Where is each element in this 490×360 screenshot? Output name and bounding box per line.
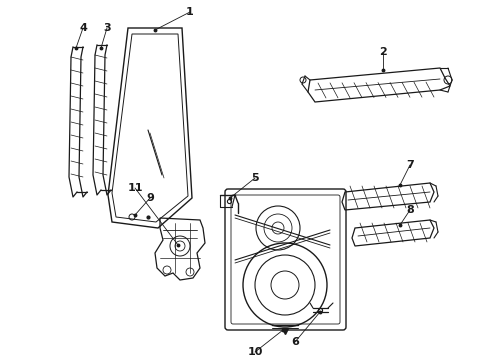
Text: 1: 1 (186, 7, 194, 17)
Text: 5: 5 (251, 173, 259, 183)
Text: 2: 2 (379, 47, 387, 57)
Text: 10: 10 (247, 347, 263, 357)
Text: 11: 11 (127, 183, 143, 193)
Text: 3: 3 (103, 23, 111, 33)
Text: 4: 4 (79, 23, 87, 33)
Text: 6: 6 (291, 337, 299, 347)
Text: 8: 8 (406, 205, 414, 215)
Text: 7: 7 (406, 160, 414, 170)
Text: 9: 9 (146, 193, 154, 203)
